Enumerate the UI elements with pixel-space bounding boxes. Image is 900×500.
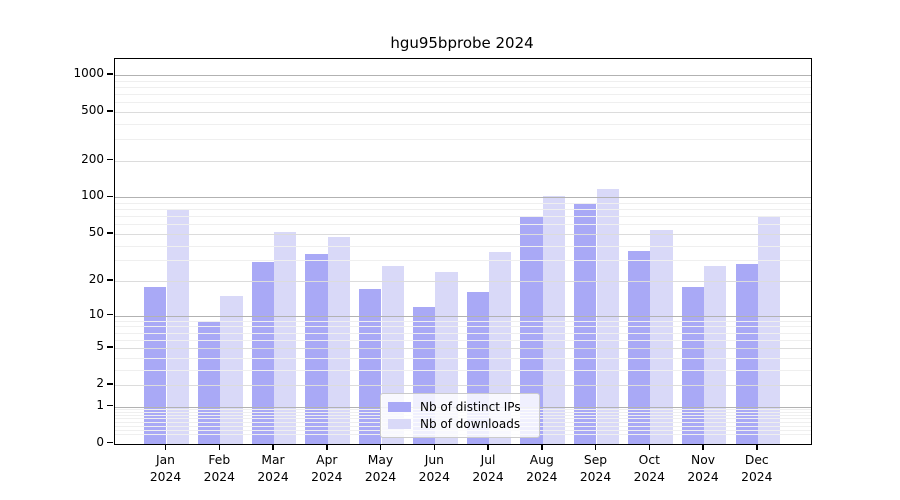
bar-downloads-sep	[596, 189, 619, 444]
y-tick-1000	[106, 73, 113, 75]
y-tick-label-1: 1	[96, 397, 104, 412]
bars-layer	[115, 59, 811, 444]
x-tick-mar	[272, 445, 274, 450]
x-tick-nov	[702, 445, 704, 450]
bar-downloads-jan	[166, 209, 189, 444]
bar-distinct-ips-feb	[198, 320, 221, 444]
y-tick-label-5: 5	[96, 338, 104, 353]
legend-item-downloads: Nb of downloads	[388, 415, 531, 432]
bar-distinct-ips-dec	[735, 263, 758, 444]
x-tick-oct	[648, 445, 650, 450]
bar-downloads-nov	[704, 265, 727, 444]
x-tick-label-dec: Dec 2024	[741, 453, 773, 484]
bar-distinct-ips-may	[359, 289, 382, 444]
y-tick-label-50: 50	[88, 224, 104, 239]
x-tick-label-jan: Jan 2024	[149, 453, 182, 484]
bar-distinct-ips-apr	[305, 253, 328, 444]
legend-label-distinct-ips: Nb of distinct IPs	[420, 399, 521, 414]
x-tick-label-may: May 2024	[364, 453, 397, 484]
bar-distinct-ips-oct	[628, 250, 651, 444]
legend-label-downloads: Nb of downloads	[420, 416, 521, 431]
x-tick-jun	[433, 445, 435, 450]
y-tick-label-0: 0	[96, 434, 104, 449]
bar-downloads-oct	[650, 229, 673, 444]
x-tick-label-aug: Aug 2024	[526, 453, 558, 484]
y-tick-2	[106, 383, 113, 385]
x-tick-dec	[756, 445, 758, 450]
legend-swatch-distinct-ips	[388, 401, 411, 412]
bar-downloads-mar	[274, 231, 297, 444]
y-tick-label-100: 100	[81, 188, 104, 203]
y-tick-20	[106, 279, 113, 281]
bar-distinct-ips-jan	[144, 286, 167, 444]
x-tick-label-sep: Sep 2024	[579, 453, 612, 484]
x-tick-sep	[594, 445, 597, 450]
bar-downloads-apr	[327, 237, 351, 444]
y-tick-label-500: 500	[81, 103, 104, 117]
x-tick-label-feb: Feb 2024	[203, 453, 235, 484]
y-tick-label-20: 20	[88, 272, 104, 287]
y-tick-label-200: 200	[81, 151, 104, 166]
x-tick-label-jun: Jun 2024	[418, 453, 450, 484]
y-tick-100	[106, 195, 113, 198]
x-tick-apr	[326, 445, 328, 450]
x-tick-label-jul: Jul 2024	[472, 453, 504, 484]
y-tick-label-1000: 1000	[73, 66, 104, 80]
legend-swatch-downloads	[388, 418, 411, 429]
chart-title: hgu95bprobe 2024	[390, 34, 534, 52]
x-tick-jan	[164, 445, 167, 450]
plot-area	[114, 58, 812, 445]
y-tick-200	[106, 158, 113, 161]
y-tick-500	[106, 110, 113, 112]
y-tick-0	[106, 441, 113, 444]
legend-item-distinct-ips: Nb of distinct IPs	[388, 398, 531, 415]
bar-distinct-ips-mar	[251, 262, 274, 444]
y-tick-1	[106, 404, 113, 407]
x-tick-label-apr: Apr 2024	[311, 453, 343, 484]
bar-downloads-aug	[542, 196, 566, 444]
y-tick-5	[106, 346, 113, 348]
x-tick-feb	[218, 445, 220, 450]
y-tick-label-10: 10	[88, 306, 104, 321]
x-tick-jul	[487, 445, 489, 450]
x-tick-label-mar: Mar 2024	[257, 453, 289, 484]
bar-distinct-ips-sep	[574, 202, 597, 444]
bar-distinct-ips-aug	[520, 216, 543, 444]
y-tick-label-2: 2	[96, 375, 104, 390]
x-tick-may	[379, 445, 382, 450]
bar-distinct-ips-nov	[681, 286, 704, 444]
y-tick-50	[106, 232, 113, 234]
bar-downloads-feb	[220, 295, 243, 444]
legend: Nb of distinct IPs Nb of downloads	[380, 393, 540, 438]
x-tick-label-nov: Nov 2024	[687, 453, 719, 484]
x-tick-label-oct: Oct 2024	[633, 453, 665, 484]
y-tick-10	[106, 313, 113, 316]
bar-downloads-dec	[757, 216, 781, 444]
x-tick-aug	[541, 445, 543, 450]
